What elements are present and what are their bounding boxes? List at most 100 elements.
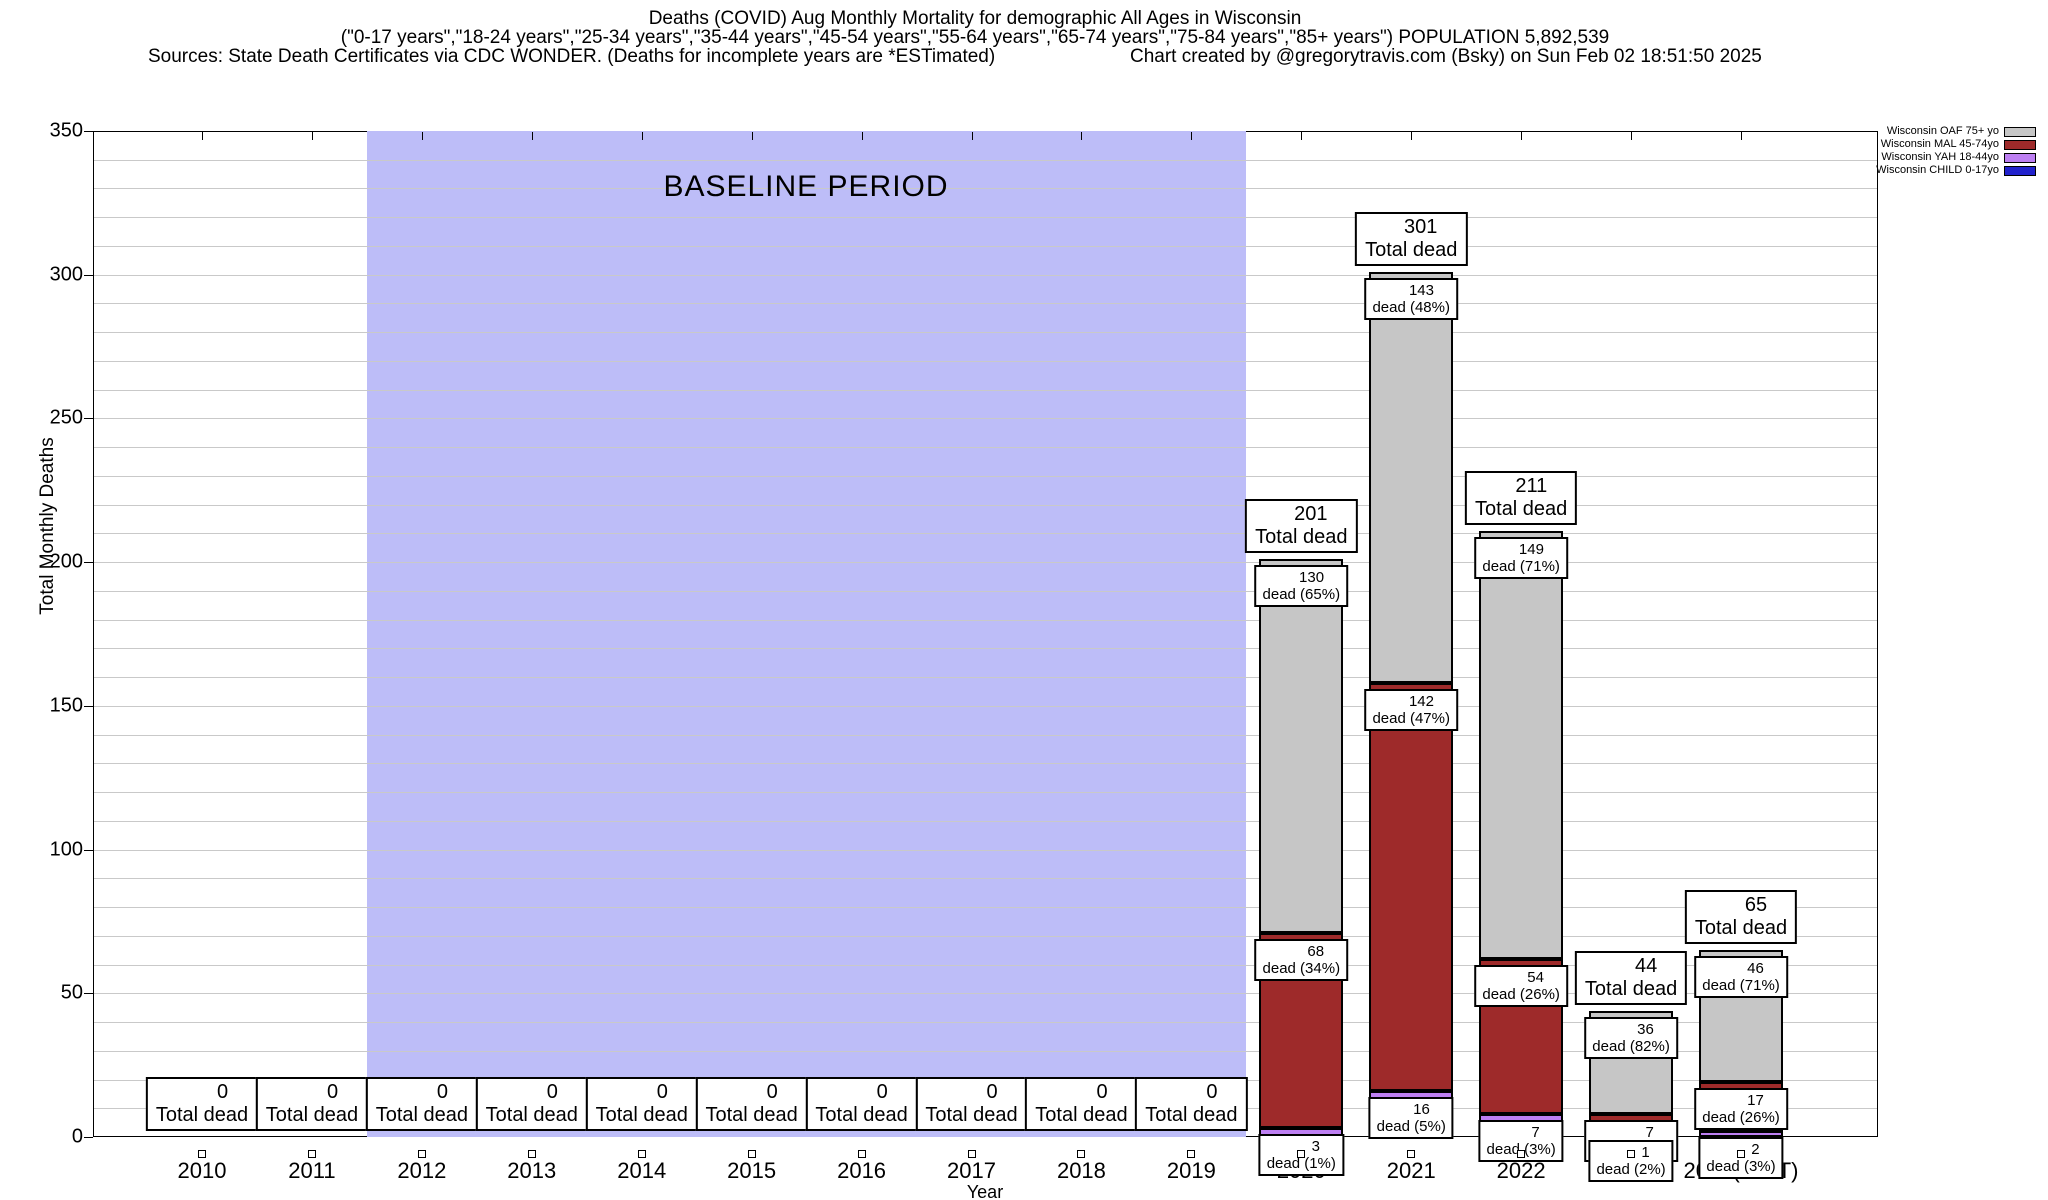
- y-tick-label: 300: [49, 263, 83, 286]
- axis-point-marker: [1077, 1150, 1086, 1158]
- segment-dead-detail: dead (34%): [1262, 959, 1341, 977]
- total-dead-caption: Total dead: [1475, 497, 1568, 520]
- segment-dead-count: 36: [1637, 1020, 1654, 1038]
- legend-label: Wisconsin YAH 18-44yo: [1881, 151, 1999, 163]
- grid-line: [94, 590, 1877, 592]
- total-dead-box: 0 Total dead: [475, 1077, 588, 1131]
- total-dead-box: 211 Total dead: [1465, 470, 1578, 525]
- x-tick-mark: [861, 132, 863, 140]
- x-tick-mark: [1191, 132, 1193, 140]
- legend: Wisconsin OAF 75+ yo Wisconsin MAL 45-74y…: [1876, 126, 2036, 178]
- grid-line: [94, 907, 1877, 909]
- total-dead-box: 0 Total dead: [695, 1077, 808, 1131]
- segment-dead-count: 7: [1645, 1124, 1654, 1141]
- x-tick-year-label: 2018: [1056, 1158, 1106, 1183]
- total-dead-caption: Total dead: [1035, 1104, 1128, 1126]
- segment-label-mal: 68 dead (34%): [1254, 938, 1349, 981]
- legend-row: Wisconsin YAH 18-44yo: [1876, 152, 2036, 163]
- total-dead-caption: Total dead: [1694, 917, 1788, 940]
- segment-label-yah: 2 dead (3%): [1698, 1137, 1784, 1180]
- total-dead-caption: Total dead: [375, 1104, 469, 1126]
- segment-dead-detail: dead (47%): [1372, 709, 1450, 727]
- legend-swatch: [2004, 126, 2036, 137]
- legend-swatch: [2004, 165, 2036, 176]
- segment-dead-detail: dead (1%): [1266, 1155, 1336, 1173]
- total-dead-count: 0: [546, 1081, 558, 1103]
- segment-dead-count: 1: [1641, 1144, 1650, 1162]
- grid-line: [94, 849, 1877, 851]
- axis-point-marker: [857, 1150, 866, 1158]
- grid-line: [94, 332, 1877, 334]
- segment-label-yah: 16 dead (5%): [1368, 1097, 1454, 1139]
- bar-segment-mal: [1369, 682, 1454, 1091]
- y-tick-label: 0: [71, 1125, 83, 1148]
- segment-dead-count: 130: [1299, 569, 1325, 587]
- grid-line: [94, 705, 1877, 707]
- grid-line: [94, 763, 1877, 765]
- x-tick-year-label: 2010: [177, 1158, 227, 1183]
- grid-line: [94, 993, 1877, 995]
- x-tick-year-label: 2012: [397, 1158, 447, 1183]
- y-tick-label: 150: [49, 694, 83, 717]
- y-tick-label: 250: [49, 406, 83, 429]
- total-dead-caption: Total dead: [595, 1104, 688, 1126]
- total-dead-caption: Total dead: [925, 1104, 1018, 1126]
- total-dead-count: 0: [986, 1081, 998, 1103]
- y-tick-mark: [84, 993, 93, 995]
- bar-segment-yah: [1699, 1131, 1784, 1137]
- total-dead-caption: Total dead: [485, 1104, 578, 1126]
- segment-dead-count: 17: [1747, 1092, 1764, 1110]
- segment-dead-count: 46: [1747, 960, 1764, 978]
- grid-line: [94, 188, 1877, 190]
- grid-line: [94, 792, 1877, 794]
- grid-line: [94, 504, 1877, 506]
- axis-point-marker: [1297, 1150, 1306, 1158]
- axis-point-marker: [1627, 1150, 1636, 1158]
- total-dead-caption: Total dead: [265, 1104, 359, 1126]
- total-dead-box: 0 Total dead: [365, 1077, 479, 1131]
- x-tick-mark: [751, 132, 753, 140]
- axis-point-marker: [1187, 1150, 1196, 1158]
- grid-line: [94, 274, 1877, 276]
- segment-dead-detail: dead (65%): [1262, 586, 1341, 604]
- total-dead-box: 0 Total dead: [255, 1077, 369, 1131]
- segment-label-mal: 142 dead (47%): [1364, 688, 1458, 731]
- total-dead-caption: Total dead: [1255, 526, 1348, 549]
- segment-label-oaf: 36 dead (82%): [1584, 1016, 1678, 1059]
- total-dead-caption: Total dead: [1145, 1104, 1238, 1126]
- y-tick-label: 200: [49, 550, 83, 573]
- x-tick-mark: [1631, 132, 1633, 140]
- segment-dead-detail: dead (2%): [1596, 1161, 1666, 1179]
- total-dead-count: 0: [876, 1081, 888, 1103]
- legend-swatch: [2004, 139, 2036, 150]
- grid-line: [94, 677, 1877, 679]
- chart-credit: Chart created by @gregorytravis.com (Bsk…: [1130, 46, 1762, 67]
- segment-label-oaf: 149 dead (71%): [1474, 536, 1568, 579]
- grid-line: [94, 878, 1877, 880]
- x-tick-mark: [531, 132, 533, 140]
- segment-dead-count: 3: [1311, 1138, 1320, 1156]
- grid-line: [94, 159, 1877, 161]
- axis-point-marker: [307, 1150, 316, 1158]
- total-dead-count: 65: [1744, 894, 1768, 917]
- total-dead-count: 0: [656, 1081, 668, 1103]
- y-tick-mark: [84, 1137, 93, 1138]
- segment-dead-detail: dead (26%): [1482, 985, 1560, 1003]
- segment-dead-count: 142: [1408, 692, 1434, 710]
- total-dead-box: 201 Total dead: [1245, 499, 1358, 554]
- segment-dead-detail: dead (3%): [1706, 1158, 1776, 1176]
- x-tick-year-label: 2016: [837, 1158, 887, 1183]
- total-dead-box: 0 Total dead: [915, 1077, 1028, 1131]
- grid-line: [94, 648, 1877, 650]
- segment-dead-count: 149: [1518, 540, 1544, 558]
- axis-point-marker: [967, 1150, 976, 1158]
- x-tick-mark: [641, 132, 643, 140]
- legend-label: Wisconsin MAL 45-74yo: [1880, 138, 1999, 150]
- total-dead-box: 0 Total dead: [585, 1077, 698, 1131]
- x-tick-mark: [1081, 132, 1083, 140]
- grid-line: [94, 820, 1877, 822]
- grid-line: [94, 935, 1877, 937]
- axis-point-marker: [1517, 1150, 1526, 1158]
- y-tick-label: 100: [49, 838, 83, 861]
